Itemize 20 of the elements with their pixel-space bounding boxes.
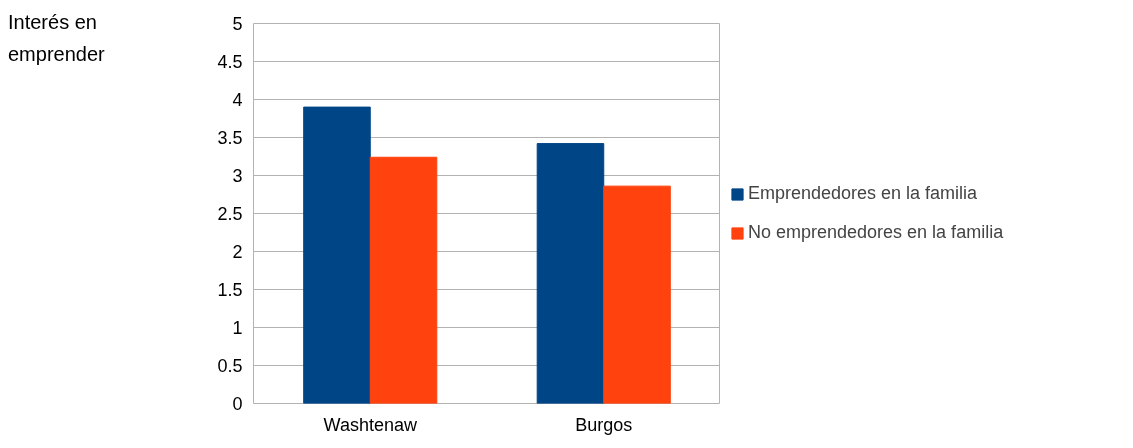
bar bbox=[536, 143, 605, 404]
y-tick-label: 2.5 bbox=[217, 204, 243, 224]
y-tick-label: 3 bbox=[232, 166, 243, 186]
x-tick-label: Washtenaw bbox=[323, 414, 418, 435]
text: Interés en emprender bbox=[8, 10, 105, 67]
y-tick-label: 4 bbox=[232, 90, 243, 110]
y-tick-label: 1 bbox=[232, 318, 243, 338]
y-tick-label: 3.5 bbox=[217, 128, 243, 148]
bar bbox=[369, 156, 438, 404]
x-tick-label: Burgos bbox=[575, 414, 633, 435]
legend-label: Emprendedores en la familia bbox=[748, 183, 978, 204]
legend-label: No emprendedores en la familia bbox=[748, 222, 1004, 243]
bar bbox=[303, 106, 371, 404]
y-tick-label: 1.5 bbox=[217, 280, 243, 300]
y-tick-label: 0.5 bbox=[217, 356, 243, 376]
y-tick-label: 0 bbox=[232, 394, 243, 414]
y-tick-label: 5 bbox=[232, 14, 243, 34]
y-tick-label: 2 bbox=[232, 242, 243, 262]
bar bbox=[603, 185, 671, 404]
y-tick-label: 4.5 bbox=[217, 52, 243, 72]
